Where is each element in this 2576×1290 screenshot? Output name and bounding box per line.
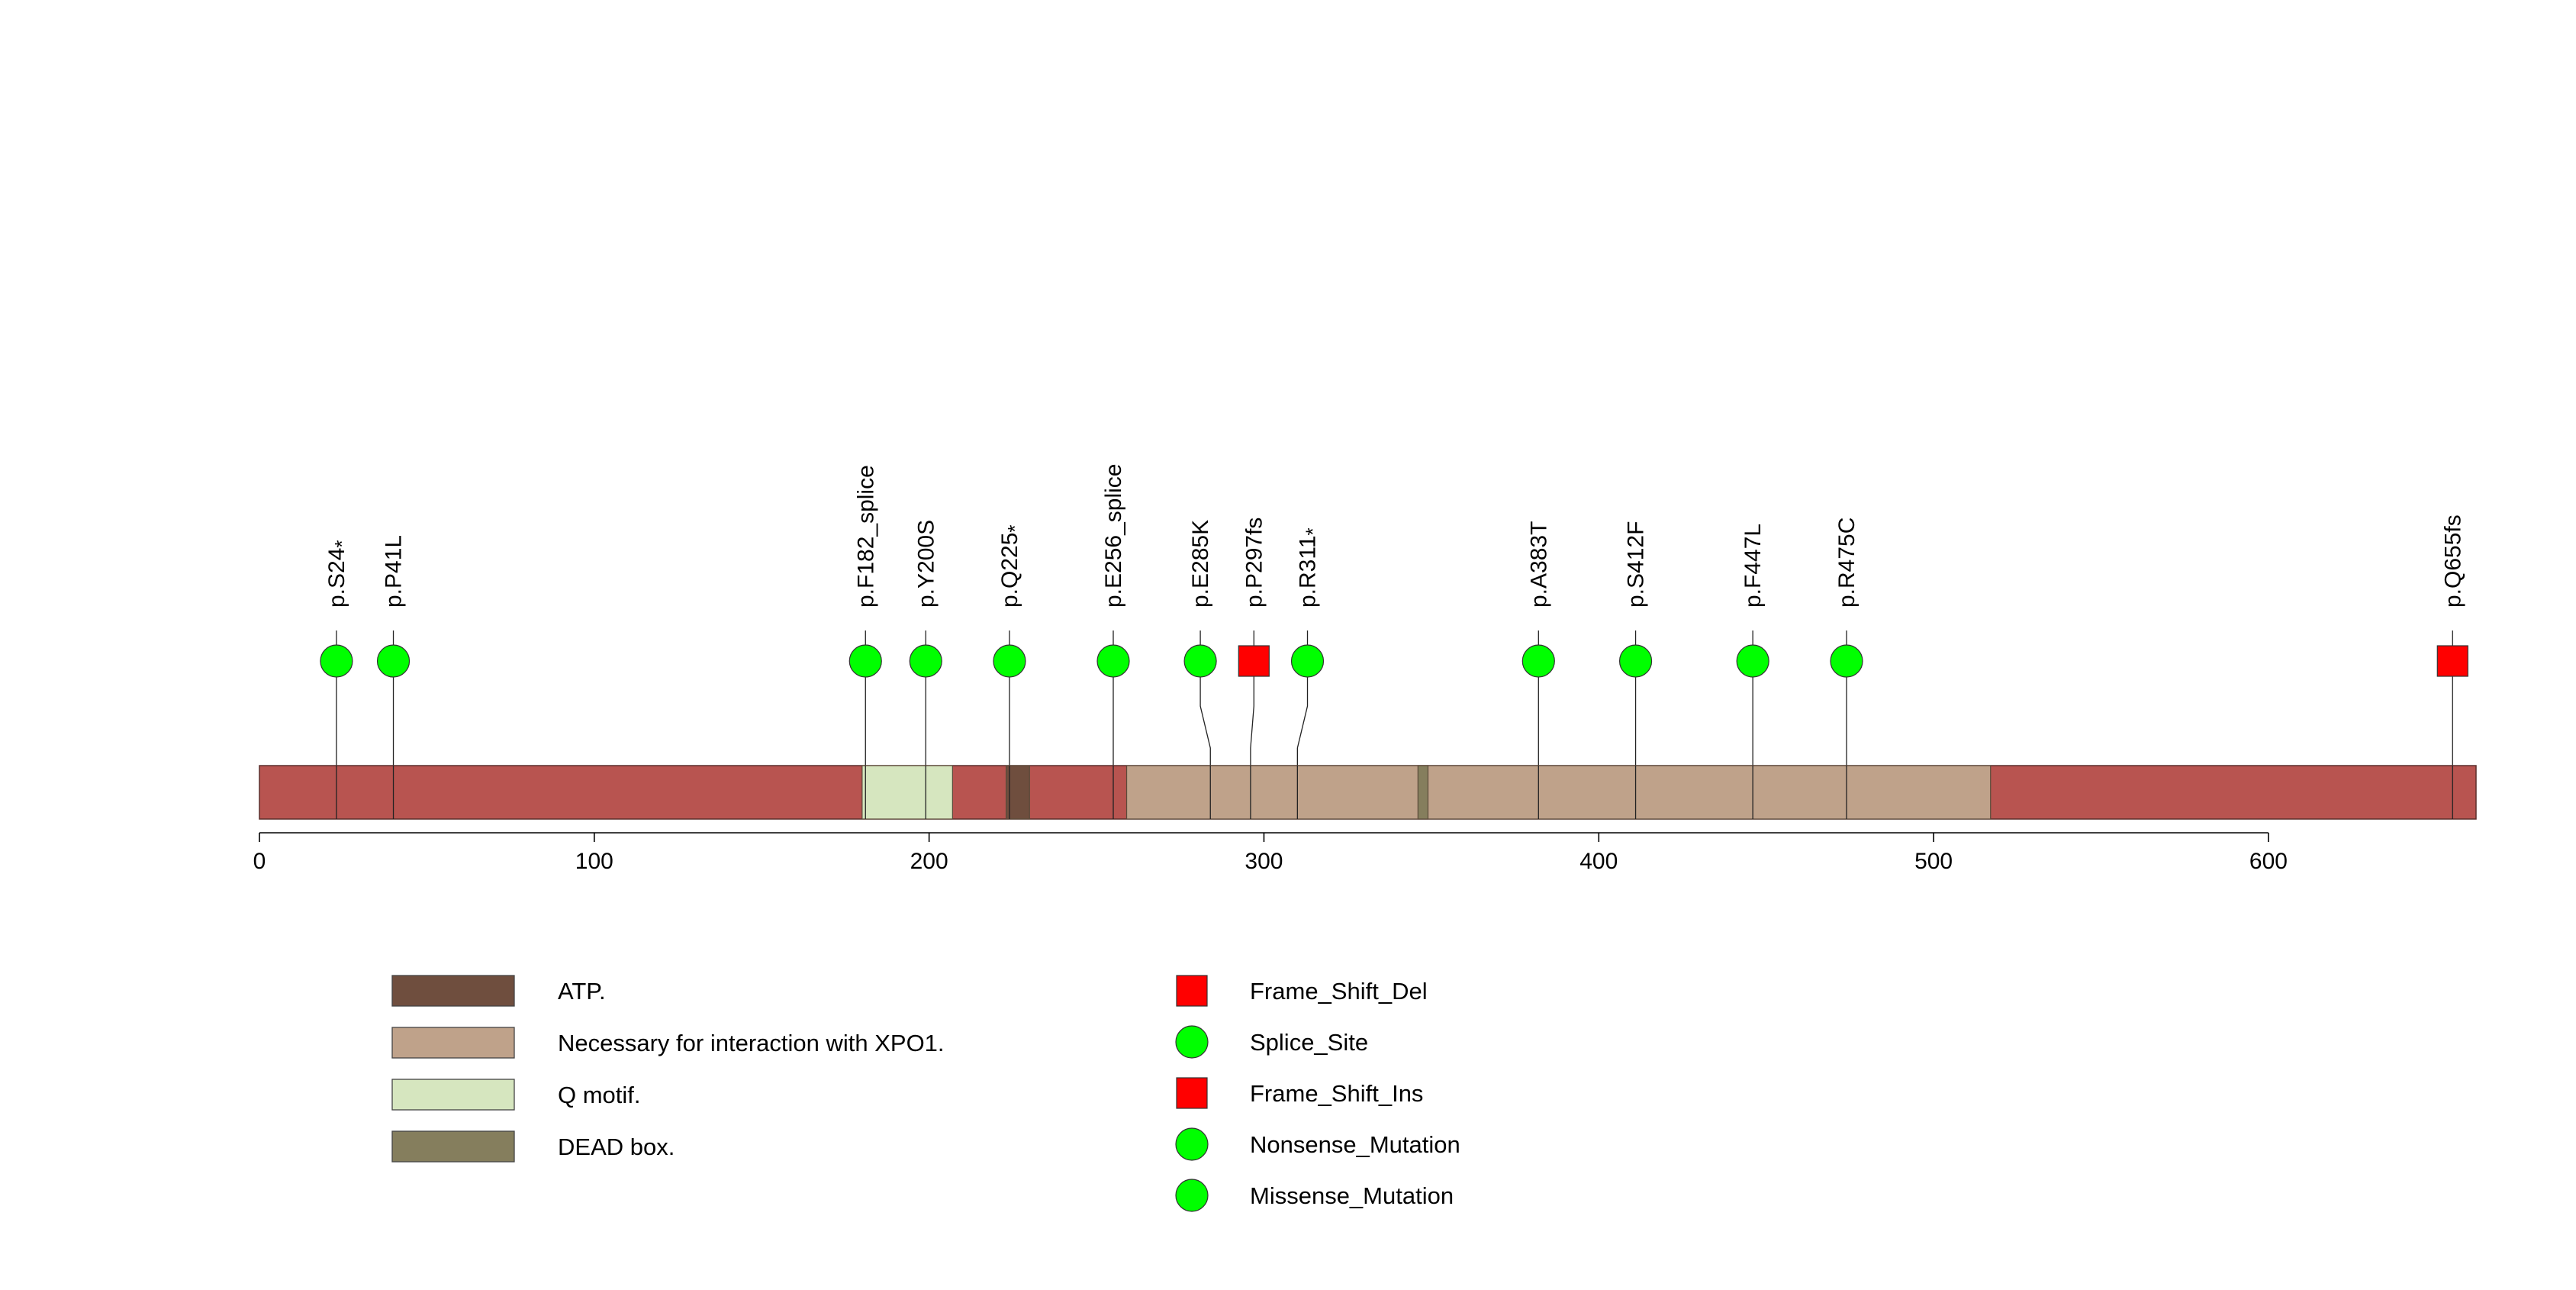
mutation-label-p-y200s: p.Y200S: [913, 520, 939, 608]
mutation-label-p-f182-splice: p.F182_splice: [853, 465, 878, 608]
legend-swatch-necessary-for-interaction-with-xpo1: [391, 1027, 515, 1059]
mutation-label-p-a383t: p.A383T: [1526, 521, 1551, 608]
domain-necessary-for-interaction-with-xpo1: [1125, 765, 1992, 820]
x-tick-label-500: 500: [1914, 849, 1953, 874]
mutation-stems: [336, 630, 2453, 766]
mutation-label-p-s24: p.S24*: [324, 540, 353, 608]
mutation-label-p-q655fs: p.Q655fs: [2440, 514, 2465, 608]
x-tick-label-0: 0: [253, 849, 266, 874]
legend-label-frame-shift-ins: Frame_Shift_Ins: [1250, 1080, 1423, 1107]
legend-label-splice-site: Splice_Site: [1250, 1029, 1368, 1056]
mutation-marker-p-y200s: [909, 644, 942, 678]
mutation-label-p-p41l: p.P41L: [382, 535, 407, 608]
domain-q-motif: [861, 765, 953, 820]
mutation-label-p-p297fs: p.P297fs: [1241, 518, 1267, 608]
mutation-marker-p-q225: [993, 644, 1026, 678]
legend-marker-frame-shift-del: [1176, 975, 1208, 1007]
legend-label-frame-shift-del: Frame_Shift_Del: [1250, 978, 1428, 1005]
mutation-stem-p-p297fs: [1250, 661, 1254, 766]
legend-swatch-q-motif: [391, 1079, 515, 1111]
mutation-marker-p-s412f: [1618, 644, 1653, 678]
mutation-marker-p-p297fs: [1238, 645, 1270, 677]
x-tick-label-400: 400: [1579, 849, 1618, 874]
mutation-stem-p-e285k: [1199, 661, 1211, 766]
mutation-marker-p-r475c: [1830, 644, 1863, 678]
legend-label-nonsense-mutation: Nonsense_Mutation: [1250, 1131, 1460, 1158]
mutation-marker-p-f447l: [1736, 644, 1769, 678]
x-tick-label-600: 600: [2249, 849, 2288, 874]
mutation-stem-p-r311: [1296, 661, 1309, 766]
mutation-marker-p-p41l: [376, 644, 411, 678]
x-tick-label-200: 200: [910, 849, 948, 874]
mutation-marker-p-r311: [1290, 644, 1325, 678]
legend-marker-missense-mutation: [1175, 1179, 1209, 1212]
legend-marker-frame-shift-ins: [1176, 1077, 1208, 1109]
x-tick-label-300: 300: [1245, 849, 1283, 874]
legend-label-atp: ATP.: [558, 978, 606, 1005]
mutation-marker-p-e256-splice: [1096, 644, 1130, 678]
mutation-markers: [320, 644, 2468, 678]
domain-dead-box: [1417, 765, 1429, 820]
legend-marker-nonsense-mutation: [1175, 1127, 1209, 1161]
domain-atp: [1005, 765, 1030, 820]
legend-swatch-dead-box: [391, 1130, 515, 1163]
legend-label-necessary-for-interaction-with-xpo1: Necessary for interaction with XPO1.: [558, 1030, 945, 1056]
mutation-label-p-f447l: p.F447L: [1740, 524, 1766, 608]
x-axis: 0 100 200 300 400 500 600: [253, 832, 2288, 874]
nonsense-star-icon: *: [1003, 524, 1026, 532]
protein-track: [259, 765, 2477, 820]
legend-marker-splice-site: [1175, 1025, 1209, 1059]
mutation-label-p-q225: p.Q225*: [997, 524, 1026, 608]
legend-label-missense-mutation: Missense_Mutation: [1250, 1182, 1454, 1209]
x-tick-label-100: 100: [575, 849, 613, 874]
legend-label-dead-box: DEAD box.: [558, 1134, 675, 1160]
legend: ATP. Necessary for interaction with XPO1.…: [391, 975, 1460, 1212]
mutation-label-p-e256-splice: p.E256_splice: [1101, 464, 1126, 608]
mutation-marker-p-f182-splice: [848, 644, 882, 678]
mutation-labels: p.S24* p.P41L p.F182_splice p.Y200S p.Q225* p…: [324, 464, 2465, 608]
mutation-label-p-s412f: p.S412F: [1624, 521, 1649, 608]
mutation-label-p-e285k: p.E285K: [1188, 520, 1213, 608]
mutation-marker-p-s24: [320, 644, 353, 678]
mutation-label-p-r475c: p.R475C: [1834, 518, 1860, 608]
nonsense-star-icon: *: [330, 540, 353, 547]
legend-label-q-motif: Q motif.: [558, 1082, 641, 1108]
nonsense-star-icon: *: [1302, 527, 1325, 535]
legend-swatch-atp: [391, 975, 515, 1007]
mutation-marker-p-e285k: [1183, 644, 1217, 678]
mutation-marker-p-a383t: [1521, 644, 1555, 678]
mutation-marker-p-q655fs: [2436, 645, 2468, 677]
mutation-label-p-r311: p.R311*: [1296, 527, 1325, 608]
